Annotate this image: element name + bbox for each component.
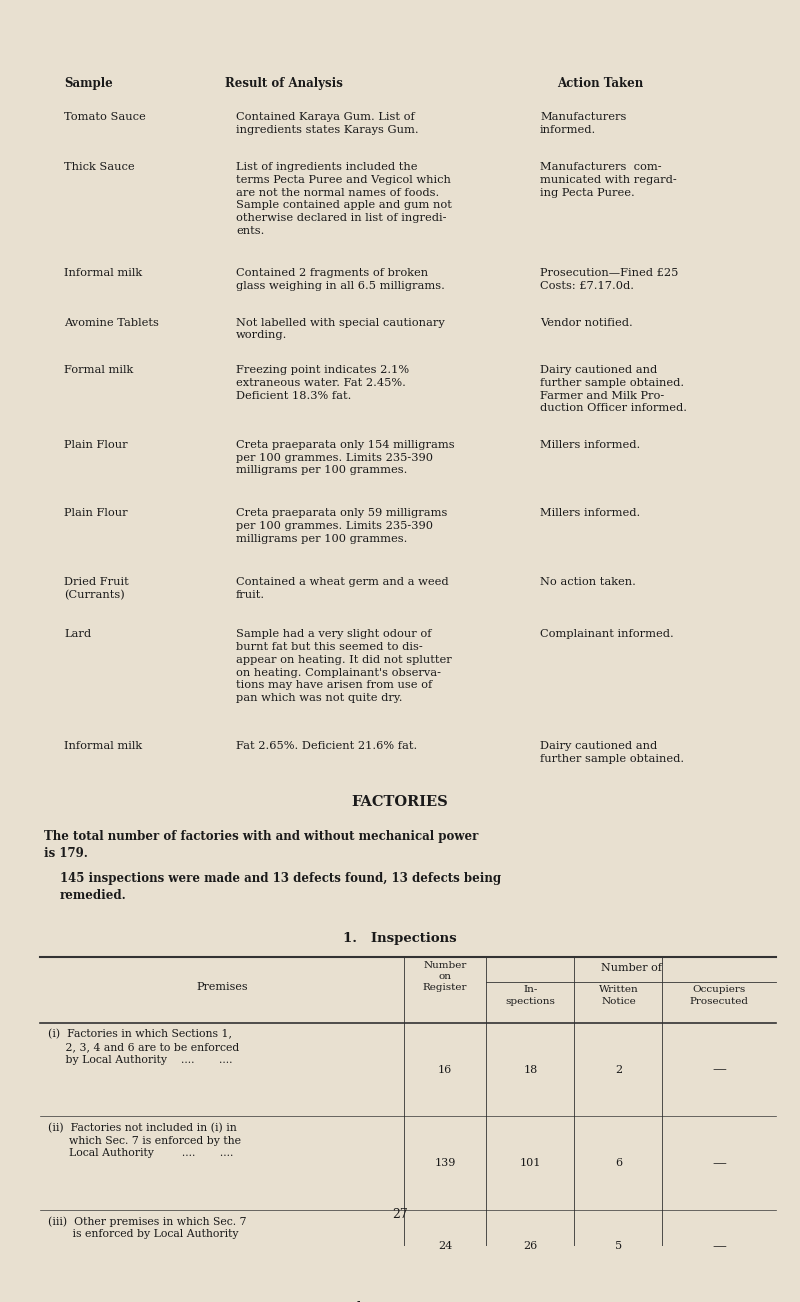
Text: Fat 2.65%. Deficient 21.6% fat.: Fat 2.65%. Deficient 21.6% fat.	[236, 741, 418, 751]
Text: Manufacturers  com-
municated with regard-
ing Pecta Puree.: Manufacturers com- municated with regard…	[540, 161, 677, 198]
Text: 24: 24	[438, 1241, 452, 1251]
Text: (iii)  Other premises in which Sec. 7
       is enforced by Local Authority: (iii) Other premises in which Sec. 7 is …	[48, 1216, 246, 1240]
Text: Number
on
Register: Number on Register	[423, 961, 467, 992]
Text: 18: 18	[523, 1065, 538, 1074]
Text: Thick Sauce: Thick Sauce	[64, 161, 134, 172]
Text: (i)  Factories in which Sections 1,
     2, 3, 4 and 6 are to be enforced
     b: (i) Factories in which Sections 1, 2, 3,…	[48, 1029, 239, 1065]
Text: Millers informed.: Millers informed.	[540, 508, 640, 518]
Text: 6: 6	[615, 1157, 622, 1168]
Text: The total number of factories with and without mechanical power
is 179.: The total number of factories with and w…	[44, 829, 478, 859]
Text: Prosecution—Fined £25
Costs: £7.17.0d.: Prosecution—Fined £25 Costs: £7.17.0d.	[540, 268, 678, 290]
Text: Premises: Premises	[196, 982, 248, 992]
Text: 26: 26	[523, 1241, 538, 1251]
Text: Contained a wheat germ and a weed
fruit.: Contained a wheat germ and a weed fruit.	[236, 577, 449, 600]
Text: In-
spections: In- spections	[506, 986, 555, 1005]
Text: 145 inspections were made and 13 defects found, 13 defects being
remedied.: 145 inspections were made and 13 defects…	[60, 872, 501, 902]
Text: —: —	[712, 1062, 726, 1077]
Text: Sample had a very slight odour of
burnt fat but this seemed to dis-
appear on he: Sample had a very slight odour of burnt …	[236, 629, 452, 703]
Text: Complainant informed.: Complainant informed.	[540, 629, 674, 639]
Text: Formal milk: Formal milk	[64, 365, 134, 375]
Text: Not labelled with special cautionary
wording.: Not labelled with special cautionary wor…	[236, 318, 445, 341]
Text: Creta praeparata only 59 milligrams
per 100 grammes. Limits 235-390
milligrams p: Creta praeparata only 59 milligrams per …	[236, 508, 447, 544]
Text: 101: 101	[520, 1157, 541, 1168]
Text: Lard: Lard	[64, 629, 91, 639]
Text: Result of Analysis: Result of Analysis	[225, 77, 343, 90]
Text: Creta praeparata only 154 milligrams
per 100 grammes. Limits 235-390
milligrams : Creta praeparata only 154 milligrams per…	[236, 440, 454, 475]
Text: 16: 16	[438, 1065, 452, 1074]
Text: 139: 139	[434, 1157, 456, 1168]
Text: Manufacturers
informed.: Manufacturers informed.	[540, 112, 626, 135]
Text: Dairy cautioned and
further sample obtained.
Farmer and Milk Pro-
duction Office: Dairy cautioned and further sample obtai…	[540, 365, 687, 414]
Text: List of ingredients included the
terms Pecta Puree and Vegicol which
are not the: List of ingredients included the terms P…	[236, 161, 452, 236]
Text: (ii)  Factories not included in (i) in
      which Sec. 7 is enforced by the
   : (ii) Factories not included in (i) in wh…	[48, 1122, 241, 1159]
Text: Dried Fruit
(Currants): Dried Fruit (Currants)	[64, 577, 129, 600]
Text: Occupiers
Prosecuted: Occupiers Prosecuted	[690, 986, 749, 1005]
Text: 5: 5	[615, 1241, 622, 1251]
Text: Sample: Sample	[64, 77, 113, 90]
Text: —: —	[712, 1156, 726, 1170]
Text: Freezing point indicates 2.1%
extraneous water. Fat 2.45%.
Deficient 18.3% fat.: Freezing point indicates 2.1% extraneous…	[236, 365, 409, 401]
Text: —: —	[712, 1240, 726, 1253]
Text: Plain Flour: Plain Flour	[64, 508, 128, 518]
Text: 27: 27	[392, 1208, 408, 1221]
Text: Dairy cautioned and
further sample obtained.: Dairy cautioned and further sample obtai…	[540, 741, 684, 764]
Text: Contained Karaya Gum. List of
ingredients states Karays Gum.: Contained Karaya Gum. List of ingredient…	[236, 112, 418, 135]
Text: FACTORIES: FACTORIES	[352, 794, 448, 809]
Text: Millers informed.: Millers informed.	[540, 440, 640, 449]
Text: Informal milk: Informal milk	[64, 741, 142, 751]
Text: Avomine Tablets: Avomine Tablets	[64, 318, 159, 328]
Text: Action Taken: Action Taken	[557, 77, 643, 90]
Text: Contained 2 fragments of broken
glass weighing in all 6.5 milligrams.: Contained 2 fragments of broken glass we…	[236, 268, 445, 290]
Text: Number of: Number of	[601, 963, 662, 973]
Text: Plain Flour: Plain Flour	[64, 440, 128, 449]
Text: Vendor notified.: Vendor notified.	[540, 318, 633, 328]
Text: Informal milk: Informal milk	[64, 268, 142, 277]
Text: No action taken.: No action taken.	[540, 577, 636, 587]
Text: Written
Notice: Written Notice	[598, 986, 638, 1005]
Text: 2: 2	[615, 1065, 622, 1074]
Text: —: —	[712, 1299, 726, 1302]
Text: 1.   Inspections: 1. Inspections	[343, 932, 457, 945]
Text: Tomato Sauce: Tomato Sauce	[64, 112, 146, 122]
